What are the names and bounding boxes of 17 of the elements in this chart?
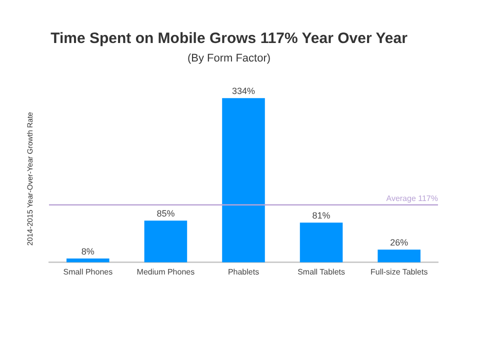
data-label: 81% — [312, 210, 330, 221]
bar — [222, 98, 265, 262]
x-tick-label: Small Phones — [63, 267, 113, 276]
data-label: 8% — [81, 246, 94, 256]
data-label: 26% — [390, 238, 408, 248]
bar — [300, 222, 343, 262]
data-label: 334% — [232, 86, 256, 96]
bar — [378, 250, 420, 262]
x-tick-label: Phablets — [228, 267, 260, 276]
x-tick-label: Small Tablets — [298, 267, 346, 276]
chart-title: Time Spent on Mobile Grows 117% Year Over Year — [50, 30, 408, 48]
ref-line-label: Average 117% — [386, 194, 438, 204]
x-tick-label: Medium Phones — [136, 267, 195, 276]
data-label: 85% — [156, 208, 175, 219]
x-tick-label: Full-size Tablets — [370, 267, 428, 276]
bar — [144, 220, 188, 262]
chart-subtitle: (By Form Factor) — [187, 52, 271, 65]
